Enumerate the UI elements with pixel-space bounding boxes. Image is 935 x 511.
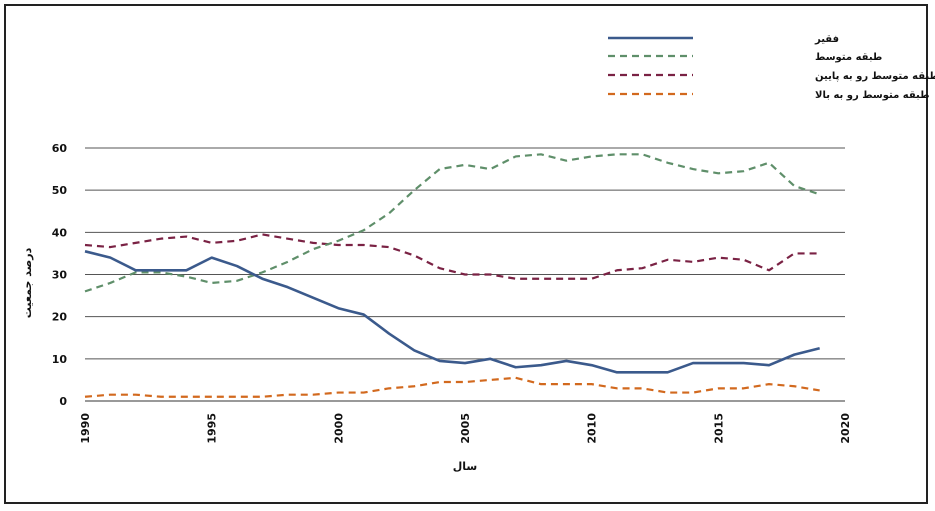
chart-frame (4, 4, 928, 504)
series-line (84, 153, 821, 293)
legend-label: طبقه متوسط (815, 52, 882, 63)
x-tick-label: 2005 (459, 413, 472, 444)
legend-label: طبقه متوسط رو به بالا (815, 90, 930, 101)
y-tick-label: 20 (52, 311, 68, 324)
legend-label: طبقه متوسط رو به پایین (815, 71, 935, 82)
y-tick-label: 30 (52, 269, 68, 282)
y-axis-label: درصد جمعیت (21, 247, 34, 318)
y-axis-ticks: 0 10 20 30 40 50 60 (52, 142, 68, 408)
series-line (84, 250, 820, 374)
grid-lines (85, 147, 845, 402)
series-line (84, 233, 820, 280)
y-tick-label: 40 (52, 226, 68, 239)
y-tick-label: 0 (59, 395, 67, 408)
x-tick-label: 2015 (712, 413, 725, 444)
series-lines (84, 153, 821, 398)
legend-label: فقیر (814, 34, 839, 45)
y-tick-label: 60 (52, 142, 68, 155)
x-axis-label: سال (453, 460, 478, 473)
x-tick-label: 2000 (332, 413, 345, 444)
legend: فقیر طبقه متوسط طبقه متوسط رو به پایین طبقه… (608, 34, 935, 101)
y-tick-label: 50 (52, 184, 68, 197)
x-tick-label: 2020 (839, 413, 852, 444)
x-tick-label: 2010 (586, 413, 599, 444)
x-tick-label: 1995 (206, 413, 219, 444)
series-line (84, 376, 820, 398)
x-tick-label: 1990 (79, 413, 92, 444)
x-axis-ticks: 1990 1995 2000 2005 2010 2015 2020 (79, 413, 852, 444)
y-tick-label: 10 (52, 353, 68, 366)
